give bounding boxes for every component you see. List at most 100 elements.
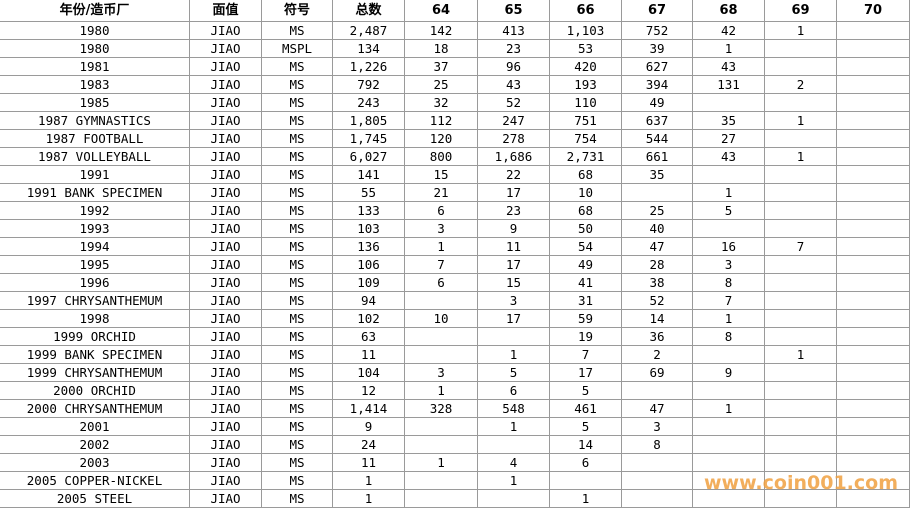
table-cell: JIAO [190,454,262,472]
table-cell [837,328,910,346]
table-cell: 54 [550,238,622,256]
table-cell: 49 [550,256,622,274]
table-cell [837,382,910,400]
table-cell: 120 [405,130,478,148]
table-cell: JIAO [190,382,262,400]
table-cell [765,472,837,490]
table-cell: MS [262,472,333,490]
header-cell: 65 [478,0,550,22]
table-cell [837,310,910,328]
table-cell: 1980 [0,40,190,58]
table-cell: 68 [550,166,622,184]
table-cell: 1 [693,184,765,202]
table-cell: 7 [765,238,837,256]
table-cell: 1,103 [550,22,622,40]
table-cell: 420 [550,58,622,76]
table-cell: 1 [333,490,405,508]
table-cell: JIAO [190,346,262,364]
table-cell: 5 [693,202,765,220]
table-cell: JIAO [190,274,262,292]
table-cell: JIAO [190,166,262,184]
table-cell: 1999 ORCHID [0,328,190,346]
table-cell: MS [262,112,333,130]
table-cell: 2000 CHRYSANTHEMUM [0,400,190,418]
table-cell: MS [262,22,333,40]
table-cell [765,328,837,346]
table-cell: 637 [622,112,693,130]
table-cell: 9 [333,418,405,436]
table-cell: 23 [478,202,550,220]
table-cell: 8 [693,328,765,346]
table-cell: MS [262,166,333,184]
table-cell: 661 [622,148,693,166]
table-cell: 23 [478,40,550,58]
table-cell: 18 [405,40,478,58]
table-cell: 112 [405,112,478,130]
table-cell: 1 [478,418,550,436]
table-cell: 109 [333,274,405,292]
table-cell [765,400,837,418]
table-cell: 22 [478,166,550,184]
table-cell [765,94,837,112]
table-cell [478,436,550,454]
table-cell [693,382,765,400]
table-cell [837,364,910,382]
table-cell [693,220,765,238]
table-cell: 1993 [0,220,190,238]
table-cell: 27 [693,130,765,148]
table-cell [765,58,837,76]
table-cell: 548 [478,400,550,418]
table-cell [693,472,765,490]
table-cell: 3 [622,418,693,436]
table-cell: 544 [622,130,693,148]
table-cell: 12 [333,382,405,400]
table-cell: 11 [333,454,405,472]
table-cell: 32 [405,94,478,112]
table-cell [405,472,478,490]
table-cell: 1 [333,472,405,490]
table-cell: 52 [622,292,693,310]
table-cell: 1,226 [333,58,405,76]
table-cell [837,400,910,418]
table-cell: 42 [693,22,765,40]
table-cell: 1 [693,310,765,328]
table-cell: JIAO [190,400,262,418]
table-cell: 11 [333,346,405,364]
table-cell: 1 [765,112,837,130]
table-cell [837,274,910,292]
table-cell: 16 [693,238,765,256]
header-cell: 68 [693,0,765,22]
table-cell: 6 [405,274,478,292]
table-cell: 131 [693,76,765,94]
table-cell [765,436,837,454]
table-cell: JIAO [190,292,262,310]
table-cell: 1 [405,238,478,256]
table-cell: JIAO [190,364,262,382]
table-cell: 49 [622,94,693,112]
table-cell: 792 [333,76,405,94]
table-cell: 110 [550,94,622,112]
table-cell: 1999 CHRYSANTHEMUM [0,364,190,382]
header-cell: 67 [622,0,693,22]
table-cell: 17 [478,256,550,274]
table-cell: 278 [478,130,550,148]
table-cell [765,130,837,148]
table-cell [765,184,837,202]
table-cell [765,454,837,472]
table-cell: 1 [405,382,478,400]
table-cell: JIAO [190,220,262,238]
table-cell: 24 [333,436,405,454]
table-cell: 17 [550,364,622,382]
table-cell: 94 [333,292,405,310]
table-cell: 1983 [0,76,190,94]
table-cell [693,436,765,454]
table-cell: 247 [478,112,550,130]
table-cell: 8 [622,436,693,454]
table-cell: 2,731 [550,148,622,166]
table-cell: 800 [405,148,478,166]
table-cell: 1,414 [333,400,405,418]
table-cell: 142 [405,22,478,40]
table-cell: 9 [693,364,765,382]
table-cell: 43 [693,58,765,76]
table-cell: 14 [550,436,622,454]
